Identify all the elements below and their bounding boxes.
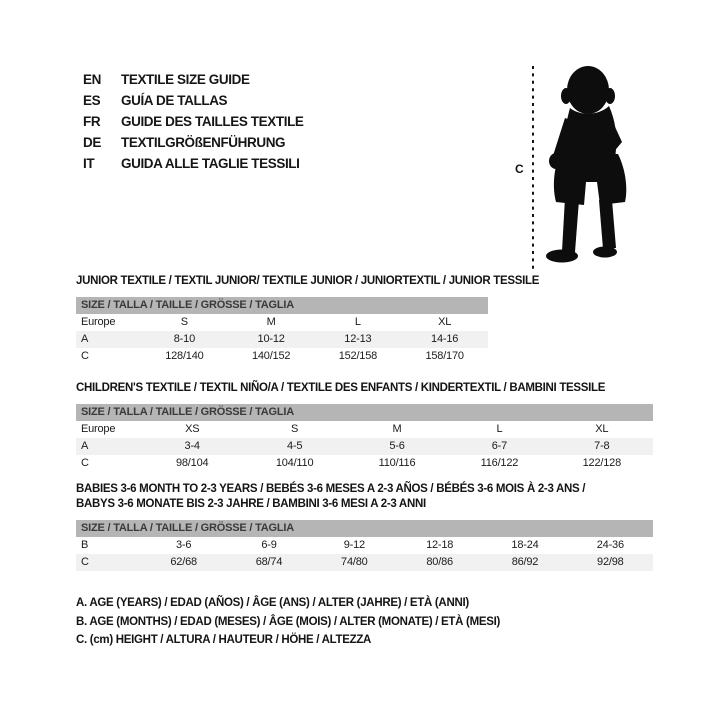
table-cell: L	[354, 316, 361, 328]
language-code: ES	[83, 93, 101, 108]
language-row-fr: FR GUIDE DES TAILLES TEXTILE	[83, 111, 304, 132]
table-cell: Europe	[81, 316, 116, 328]
language-code: FR	[83, 114, 101, 129]
language-code: IT	[83, 156, 95, 171]
junior-size-table: SIZE / TALLA / TAILLE / GRÖSSE / TAGLIA …	[76, 297, 488, 365]
legend-age-years: A. AGE (YEARS) / EDAD (AÑOS) / ÂGE (ANS)…	[76, 597, 469, 609]
table-cell: 74/80	[341, 556, 368, 568]
language-title: GUIDE DES TAILLES TEXTILE	[121, 114, 304, 129]
table-cell: 14-16	[431, 333, 459, 345]
table-cell: 116/122	[480, 457, 519, 469]
table-cell: XL	[438, 316, 452, 328]
section-title: JUNIOR TEXTILE / TEXTIL JUNIOR/ TEXTILE …	[76, 275, 540, 287]
table-cell: 98/104	[175, 457, 209, 469]
table-cell: 86/92	[511, 556, 539, 568]
table-cell: 152/158	[338, 350, 378, 362]
childrens-size-table: SIZE / TALLA / TAILLE / GRÖSSE / TAGLIA …	[76, 404, 653, 472]
height-measure-line	[532, 66, 534, 272]
table-row: A 3-4 4-5 5-6 6-7 7-8	[76, 438, 653, 455]
table-cell: XS	[185, 423, 200, 435]
table-cell: C	[81, 350, 89, 362]
table-cell: Europe	[81, 423, 116, 435]
language-row-de: DE TEXTILGRÖßENFÜHRUNG	[83, 132, 304, 153]
table-cell: M	[392, 423, 402, 435]
table-cell: A	[81, 333, 89, 345]
table-cell: 3-6	[176, 539, 192, 551]
language-row-it: IT GUIDA ALLE TAGLIE TESSILI	[83, 153, 304, 174]
language-title: GUIDA ALLE TAGLIE TESSILI	[121, 156, 300, 171]
table-cell: 6-9	[261, 539, 277, 551]
table-cell: C	[81, 556, 89, 568]
babies-size-table: SIZE / TALLA / TAILLE / GRÖSSE / TAGLIA …	[76, 520, 653, 571]
table-cell: 7-8	[594, 440, 610, 452]
table-cell: 8-10	[173, 333, 195, 345]
table-cell: A	[81, 440, 89, 452]
language-row-es: ES GUÍA DE TALLAS	[83, 90, 304, 111]
height-measure-label: C	[515, 162, 524, 176]
section-junior-textile: JUNIOR TEXTILE / TEXTIL JUNIOR/ TEXTILE …	[76, 274, 540, 365]
table-size-header: SIZE / TALLA / TAILLE / GRÖSSE / TAGLIA	[76, 404, 653, 421]
table-row: C 98/104 104/110 110/116 116/122 122/128	[76, 455, 653, 472]
table-row: Europe S M L XL	[76, 314, 488, 331]
table-row: C 62/68 68/74 74/80 80/86 86/92 92/98	[76, 554, 653, 571]
table-cell: 24-36	[596, 539, 624, 551]
table-size-header: SIZE / TALLA / TAILLE / GRÖSSE / TAGLIA	[76, 297, 488, 314]
table-row: A 8-10 10-12 12-13 14-16	[76, 331, 488, 348]
section-title-line1: BABIES 3-6 MONTH TO 2-3 YEARS / BEBÉS 3-…	[76, 483, 586, 495]
table-cell: 5-6	[389, 440, 405, 452]
table-cell: C	[81, 457, 89, 469]
table-cell: 110/116	[378, 457, 416, 469]
language-title: TEXTILGRÖßENFÜHRUNG	[121, 135, 286, 150]
table-row: B 3-6 6-9 9-12 12-18 18-24 24-36	[76, 537, 653, 554]
table-cell: 12-18	[426, 539, 454, 551]
measurement-legend: A. AGE (YEARS) / EDAD (AÑOS) / ÂGE (ANS)…	[76, 594, 500, 650]
legend-age-months: B. AGE (MONTHS) / EDAD (MESES) / ÂGE (MO…	[76, 615, 501, 628]
language-title: GUÍA DE TALLAS	[121, 93, 228, 108]
table-cell: 62/68	[170, 556, 197, 568]
section-childrens-textile: CHILDREN'S TEXTILE / TEXTIL NIÑO/A / TEX…	[76, 381, 653, 472]
language-code: EN	[83, 72, 101, 87]
section-title-line2: BABYS 3-6 MONATE BIS 2-3 JAHRE / BAMBINI…	[76, 498, 426, 510]
table-cell: 3-4	[184, 440, 201, 452]
table-cell: 104/110	[275, 457, 314, 469]
section-babies-textile: BABIES 3-6 MONTH TO 2-3 YEARS / BEBÉS 3-…	[76, 482, 653, 571]
section-title: CHILDREN'S TEXTILE / TEXTIL NIÑO/A / TEX…	[76, 382, 606, 394]
table-cell: 140/152	[251, 350, 291, 362]
table-size-header: SIZE / TALLA / TAILLE / GRÖSSE / TAGLIA	[76, 520, 653, 537]
table-cell: 4-5	[286, 440, 303, 452]
table-row: C 128/140 140/152 152/158 158/170	[76, 348, 488, 365]
language-list: EN TEXTILE SIZE GUIDE ES GUÍA DE TALLAS …	[83, 69, 304, 174]
table-row: Europe XS S M L XL	[76, 421, 653, 438]
table-cell: 68/74	[255, 556, 283, 568]
table-cell: 10-12	[257, 333, 285, 345]
table-cell: 92/98	[597, 556, 624, 568]
language-title: TEXTILE SIZE GUIDE	[121, 72, 250, 87]
table-cell: M	[266, 316, 276, 328]
table-cell: 6-7	[491, 440, 508, 452]
table-cell: S	[291, 423, 299, 435]
table-cell: L	[496, 423, 503, 435]
table-cell: 158/170	[425, 350, 464, 362]
language-code: DE	[83, 135, 101, 150]
table-cell: 80/86	[426, 556, 453, 568]
table-cell: S	[180, 316, 188, 328]
legend-height-cm: C. (cm) HEIGHT / ALTURA / HAUTEUR / HÖHE…	[76, 634, 372, 646]
table-cell: 122/128	[582, 457, 622, 469]
toddler-silhouette-icon	[546, 66, 627, 263]
table-cell: B	[81, 539, 89, 551]
toddler-figure: C	[505, 52, 670, 280]
table-cell: 9-12	[343, 539, 365, 551]
language-row-en: EN TEXTILE SIZE GUIDE	[83, 69, 304, 90]
table-cell: 18-24	[511, 539, 539, 551]
table-cell: XL	[595, 423, 609, 435]
table-cell: 128/140	[165, 350, 204, 362]
table-cell: 12-13	[344, 333, 372, 345]
